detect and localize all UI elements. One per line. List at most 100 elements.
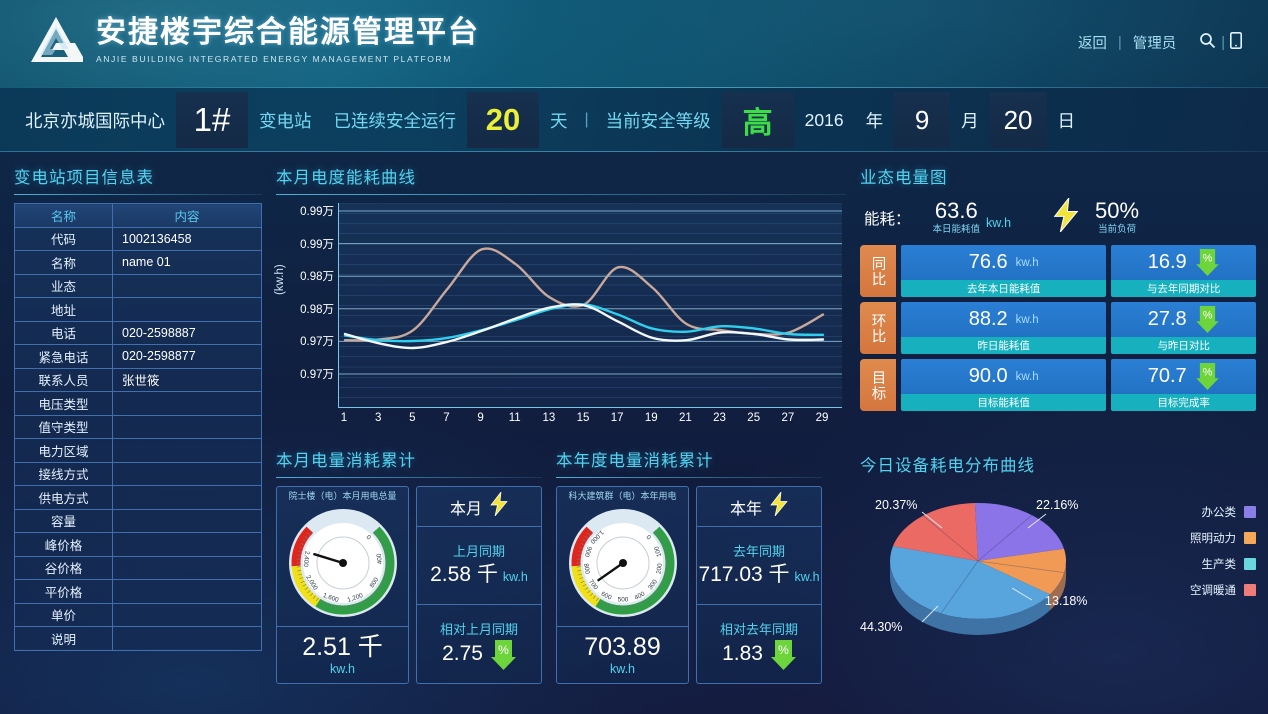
pie-chart-title: 今日设备耗电分布曲线 <box>860 457 1035 475</box>
row-key: 代码 <box>14 226 113 251</box>
legend-item[interactable]: 生产类 <box>1190 556 1256 572</box>
row-value <box>112 532 262 557</box>
bolt-icon <box>1051 196 1081 237</box>
legend-label: 照明动力 <box>1190 533 1236 545</box>
table-row[interactable]: 峰价格 <box>14 532 262 557</box>
table-row[interactable]: 供电方式 <box>14 485 262 510</box>
day-unit: 天 <box>550 110 568 131</box>
site-name: 北京亦城国际中心 <box>25 110 165 131</box>
row-key: 供电方式 <box>14 485 113 510</box>
table-row[interactable]: 联系人员 张世筱 <box>14 367 262 392</box>
pie-label-production: 44.30% <box>860 620 903 634</box>
row-value <box>112 626 262 651</box>
station-info-table: 名称 内容 代码 1002136458 名称 name 01 业态 地址 电话 020-259… <box>14 203 262 651</box>
kpi-row: 同比 76.6 kw.h 去年本日能耗值 16.9% 与去年同期对比 <box>860 245 1256 297</box>
legend-label: 空调暖通 <box>1190 585 1236 597</box>
user-link[interactable]: 管理员 <box>1132 36 1177 52</box>
month-head-label: 本月 <box>449 500 482 518</box>
table-row[interactable]: 接线方式 <box>14 461 262 486</box>
svg-text:600: 600 <box>599 591 612 602</box>
station-label: 变电站 <box>259 110 312 131</box>
year-prev-unit: kw.h <box>794 570 820 585</box>
table-row[interactable]: 谷价格 <box>14 555 262 580</box>
mobile-icon[interactable] <box>1230 32 1242 53</box>
month-usage-title: 本月电量消耗累计 <box>276 452 416 470</box>
year-compare-card: 本年 去年同期 717.03 千 kw.h 相对去年同期 1.83 <box>696 486 822 684</box>
y-tick-label: 0.99万 <box>300 206 334 218</box>
table-row[interactable]: 值守类型 <box>14 414 262 439</box>
month-delta-row: 相对上月同期 2.75 % <box>417 605 541 682</box>
info-table-body: 代码 1002136458 名称 name 01 业态 地址 电话 020-2598887 紧急… <box>14 226 262 651</box>
year-total-value: 703.89 <box>584 633 661 661</box>
pie-legend: 办公类照明动力生产类空调暖通 <box>1190 504 1256 598</box>
today-energy-sub: 本日能耗值 <box>932 224 981 236</box>
kpi-left-cell: 88.2 kw.h 昨日能耗值 <box>901 302 1107 354</box>
kpi-left-unit: kw.h <box>1015 370 1039 383</box>
legend-item[interactable]: 空调暖通 <box>1190 582 1256 598</box>
svg-text:%: % <box>1202 367 1212 379</box>
svg-text:800: 800 <box>368 576 380 589</box>
search-icon[interactable] <box>1199 32 1216 53</box>
legend-item[interactable]: 办公类 <box>1190 504 1256 520</box>
month-gauge-caption: 院士楼（电）本月用电总量 <box>288 491 397 501</box>
kpi-summary-row: 能耗： 63.6 本日能耗值 kw.h 50% 当前负荷 <box>860 194 1256 245</box>
table-row[interactable]: 业态 <box>14 273 262 298</box>
x-tick-label: 27 <box>781 412 795 424</box>
table-row[interactable]: 代码 1002136458 <box>14 226 262 251</box>
table-row[interactable]: 电话 020-2598887 <box>14 320 262 345</box>
kpi-left-sub: 去年本日能耗值 <box>901 280 1107 297</box>
x-tick-label: 9 <box>477 412 484 424</box>
row-key: 说明 <box>14 626 113 651</box>
down-percent-arrow-icon: % <box>1195 249 1220 276</box>
row-value: 张世筱 <box>112 367 262 392</box>
table-row[interactable]: 电压类型 <box>14 391 262 416</box>
row-value: 1002136458 <box>112 226 262 251</box>
x-tick-label: 21 <box>679 412 692 424</box>
table-row[interactable]: 电力区域 <box>14 438 262 463</box>
table-row[interactable]: 单价 <box>14 602 262 627</box>
month-prev-unit: kw.h <box>502 570 528 585</box>
row-value: name 01 <box>112 250 262 275</box>
day-value[interactable]: 20 <box>989 92 1047 148</box>
table-row[interactable]: 说明 <box>14 626 262 651</box>
row-key: 电压类型 <box>14 391 113 416</box>
year-usage-title: 本年度电量消耗累计 <box>556 452 714 470</box>
table-row[interactable]: 平价格 <box>14 579 262 604</box>
col-header-name: 名称 <box>14 203 113 228</box>
svg-text:%: % <box>778 643 789 657</box>
col-header-content: 内容 <box>112 203 262 228</box>
x-tick-label: 29 <box>815 412 829 424</box>
legend-item[interactable]: 照明动力 <box>1190 530 1256 546</box>
pie-chart: 办公类 照明动力 生产类 空调暖通 22.16% 13.18% 44.30% 20.3… <box>860 476 1260 662</box>
legend-swatch <box>1244 532 1256 544</box>
safe-run-days: 20 <box>467 92 539 148</box>
divider <box>557 626 688 627</box>
row-key: 谷价格 <box>14 555 113 580</box>
row-key: 地址 <box>14 297 113 322</box>
bolt-icon <box>770 490 788 521</box>
row-value: 020-2598887 <box>112 320 262 345</box>
context-bar: 北京亦城国际中心 1# 变电站 已连续安全运行 20 天 | 当前安全等级 高 … <box>0 88 1268 152</box>
down-percent-arrow-icon: % <box>1195 306 1220 333</box>
year-prev-row: 去年同期 717.03 千 kw.h <box>697 527 821 606</box>
row-value <box>112 485 262 510</box>
building-number-chip[interactable]: 1# <box>176 92 248 148</box>
station-info-panel: 变电站项目信息表 名称 内容 代码 1002136458 名称 name 01 业态 地址… <box>14 164 262 651</box>
kpi-left-sub: 目标能耗值 <box>901 394 1107 411</box>
row-key: 名称 <box>14 250 113 275</box>
table-row[interactable]: 地址 <box>14 297 262 322</box>
station-info-title: 变电站项目信息表 <box>14 169 154 187</box>
back-link[interactable]: 返回 <box>1077 36 1107 52</box>
safety-level-value: 高 <box>721 92 794 148</box>
svg-text:200: 200 <box>655 563 664 575</box>
kpi-row-tag: 同比 <box>860 245 896 297</box>
table-row[interactable]: 紧急电话 020-2598877 <box>14 344 262 369</box>
svg-text:%: % <box>498 643 509 657</box>
icon-divider: | <box>1221 34 1225 51</box>
table-row[interactable]: 容量 <box>14 508 262 533</box>
month-prev-row: 上月同期 2.58 千 kw.h <box>417 527 541 606</box>
month-value[interactable]: 9 <box>894 92 951 148</box>
row-key: 业态 <box>14 273 113 298</box>
table-row[interactable]: 名称 name 01 <box>14 250 262 275</box>
year-prev-value: 717.03 千 <box>698 563 790 587</box>
